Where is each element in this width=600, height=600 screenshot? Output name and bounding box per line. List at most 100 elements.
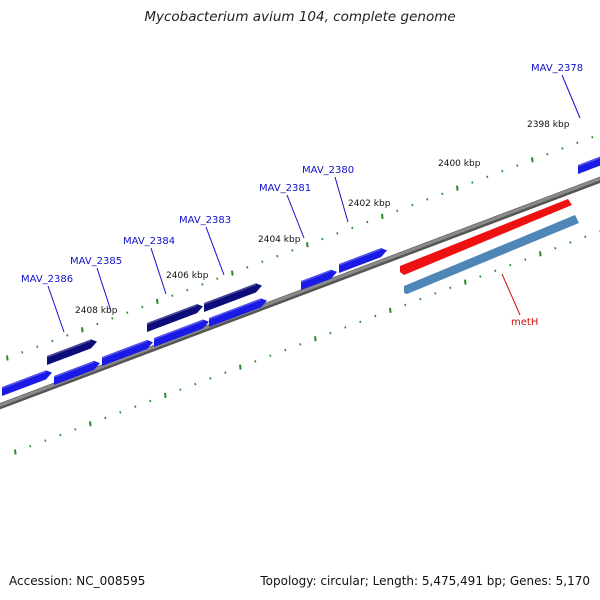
gene-arrow-1-highlight: [1, 370, 47, 389]
outer-tick-mark: [111, 317, 114, 320]
outer-tick-mark: [51, 339, 54, 343]
outer-tick-mark: [186, 288, 189, 292]
gene-arrow-5[interactable]: [208, 298, 267, 327]
gene-arrow-6[interactable]: [300, 269, 337, 290]
outer-tick-mark: [441, 192, 444, 196]
outer-tick-mark: [396, 209, 399, 213]
inner-tick-mark: [419, 297, 422, 301]
leader-meth: [501, 273, 521, 316]
outer-tick-mark: [576, 141, 579, 145]
gene-arrow-7[interactable]: [338, 248, 387, 273]
genome-summary-text: Topology: circular; Length: 5,475,491 bp…: [260, 574, 590, 588]
label-leader-lines: [47, 74, 581, 333]
outer-tick-mark: [231, 270, 234, 276]
outer-tick-mark: [306, 242, 309, 248]
gene-arrow-5-body: [209, 298, 267, 327]
kbp-label-2404: 2404 kbp: [258, 235, 301, 245]
gene-arrow-6-highlight: [300, 269, 332, 283]
gene-arrow-mav-2384-highlight: [146, 304, 198, 325]
outer-tick-mark: [6, 355, 9, 361]
gene-label-mav-2385[interactable]: MAV_2385: [70, 256, 122, 267]
outer-tick-ring: [6, 135, 594, 361]
outer-tick-mark: [291, 249, 294, 252]
kbp-label-2408: 2408 kbp: [75, 306, 118, 316]
inner-tick-mark: [254, 360, 257, 363]
inner-tick-mark: [449, 286, 452, 290]
inner-tick-mark: [284, 348, 287, 352]
gene-arrow-mav-2383-highlight: [203, 283, 257, 305]
gene-arrow-8[interactable]: [577, 156, 600, 174]
gene-arrow-8-body: [578, 156, 600, 174]
inner-tick-mark: [374, 314, 377, 318]
gene-arrow-1[interactable]: [1, 370, 52, 396]
outer-tick-mark: [156, 298, 159, 305]
inner-tick-mark: [314, 336, 317, 342]
outer-tick-mark: [66, 334, 69, 337]
feature-meth-blue[interactable]: [404, 215, 579, 294]
feature-meth-blue-body: [404, 215, 579, 294]
outer-tick-mark: [456, 185, 459, 191]
outer-tick-mark: [276, 254, 279, 258]
feature-meth-red[interactable]: [400, 199, 572, 275]
gene-label-mav-2383[interactable]: MAV_2383: [179, 215, 231, 226]
gene-arrow-4-body: [154, 319, 209, 347]
inner-tick-mark: [539, 251, 542, 257]
outer-tick-mark: [546, 152, 549, 156]
outer-tick-mark: [411, 203, 414, 207]
gene-arrow-mav-2383-body: [204, 283, 262, 312]
leader-mav-2386: [47, 285, 65, 333]
outer-tick-mark: [36, 345, 39, 348]
gene-arrow-7-highlight: [338, 248, 382, 266]
gene-arrow-4[interactable]: [153, 319, 209, 348]
gene-arrow-mav-2384[interactable]: [146, 304, 203, 332]
inner-tick-mark: [29, 445, 32, 448]
gene-label-mav-2381[interactable]: MAV_2381: [259, 183, 311, 194]
outer-tick-mark: [486, 175, 489, 179]
gene-label-mav-2386[interactable]: MAV_2386: [21, 274, 73, 285]
gene-arrow-3-body: [102, 340, 153, 366]
inner-tick-mark: [194, 382, 197, 386]
outer-tick-mark: [336, 232, 339, 235]
outer-tick-mark: [516, 164, 519, 167]
kbp-label-2400: 2400 kbp: [438, 159, 481, 169]
gene-arrow-6-body: [301, 269, 337, 290]
outer-tick-mark: [561, 147, 564, 150]
outer-tick-mark: [216, 277, 219, 280]
accession-text: Accession: NC_008595: [9, 574, 146, 588]
inner-tick-mark: [434, 292, 437, 295]
outer-tick-mark: [471, 181, 474, 184]
leader-mav-2383: [205, 226, 225, 276]
outer-tick-mark: [321, 237, 324, 241]
outer-tick-mark: [81, 327, 84, 333]
gene-track: [1, 156, 600, 396]
inner-tick-mark: [269, 354, 272, 357]
outer-tick-mark: [261, 260, 264, 263]
inner-tick-mark: [239, 364, 242, 370]
gene-arrow-mav-2386[interactable]: [46, 339, 97, 365]
gene-label-mav-2380[interactable]: MAV_2380: [302, 165, 354, 176]
gene-arrow-3[interactable]: [101, 340, 153, 366]
inner-tick-mark: [179, 388, 182, 391]
gene-label-mav-2384[interactable]: MAV_2384: [123, 236, 175, 247]
inner-tick-mark: [59, 433, 62, 437]
outer-tick-mark: [201, 283, 204, 286]
inner-tick-mark: [104, 416, 107, 420]
outer-tick-mark: [141, 305, 144, 309]
inner-tick-mark: [569, 241, 572, 244]
gene-arrow-5-highlight: [208, 298, 262, 320]
gene-arrow-1-body: [2, 370, 52, 396]
feature-label-meth[interactable]: metH: [511, 317, 538, 328]
gene-arrow-8-highlight: [577, 156, 600, 167]
outer-tick-mark: [96, 322, 99, 326]
gene-arrow-7-body: [339, 248, 387, 273]
inner-tick-mark: [74, 428, 77, 431]
gene-arrow-mav-2383[interactable]: [203, 283, 262, 312]
outer-tick-mark: [381, 213, 384, 220]
kbp-label-2406: 2406 kbp: [166, 271, 209, 281]
gene-label-mav-2378[interactable]: MAV_2378: [531, 63, 583, 74]
gene-arrow-mav-2386-highlight: [46, 339, 92, 358]
inner-tick-mark: [134, 405, 137, 408]
gene-arrow-2[interactable]: [53, 360, 100, 385]
